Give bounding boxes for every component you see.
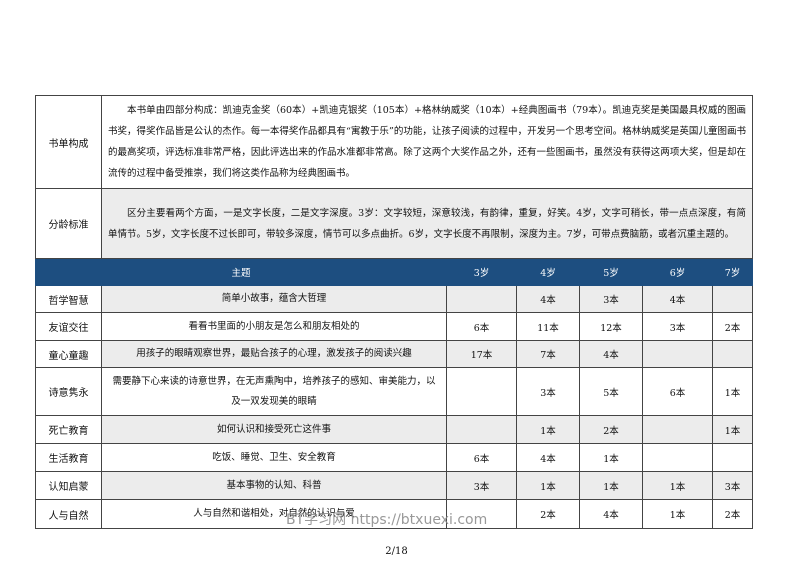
intro-text: 区分主要看两个方面，一是文字长度，二是文字深度。3岁：文字较短，深意较浅，有韵律… bbox=[100, 188, 754, 259]
book-count-age-7: 2本 bbox=[711, 499, 754, 529]
book-count-age-4: 3本 bbox=[516, 367, 580, 416]
book-count-age-5: 2本 bbox=[579, 415, 643, 444]
book-count-age-4: 4本 bbox=[516, 443, 580, 472]
book-count-age-4: 2本 bbox=[516, 499, 580, 529]
intro-row-age-standard: 分龄标准 区分主要看两个方面，一是文字长度，二是文字深度。3岁：文字较短，深意较… bbox=[35, 188, 754, 259]
book-count-age-6: 3本 bbox=[642, 312, 713, 341]
book-count-age-3: 3本 bbox=[446, 471, 517, 500]
theme-description: 如何认识和接受死亡这件事 bbox=[101, 415, 447, 444]
table-row: 生活教育 吃饭、睡觉、卫生、安全教育 6本 4本 1本 bbox=[35, 443, 754, 472]
book-count-age-6: 1本 bbox=[642, 471, 713, 500]
theme-name: 认知启蒙 bbox=[35, 471, 102, 500]
theme-name: 诗意隽永 bbox=[35, 367, 102, 416]
book-count-age-6 bbox=[642, 415, 713, 444]
intro-label: 书单构成 bbox=[35, 95, 102, 189]
book-count-age-5: 12本 bbox=[579, 312, 643, 341]
table-row: 认知启蒙 基本事物的认知、科普 3本 1本 1本 1本 3本 bbox=[35, 471, 754, 500]
theme-name: 童心童趣 bbox=[35, 340, 102, 368]
book-list-table: 书单构成 本书单由四部分构成：凯迪克金奖（60本）+凯迪克银奖（105本）+格林… bbox=[35, 95, 754, 529]
book-count-age-3: 6本 bbox=[446, 312, 517, 341]
book-count-age-4: 1本 bbox=[516, 415, 580, 444]
theme-name: 哲学智慧 bbox=[35, 285, 102, 313]
book-count-age-6: 4本 bbox=[642, 285, 713, 313]
book-count-age-5: 1本 bbox=[579, 471, 643, 500]
theme-description: 用孩子的眼睛观察世界，最贴合孩子的心理，激发孩子的阅读兴趣 bbox=[101, 340, 447, 368]
book-count-age-7 bbox=[711, 285, 754, 313]
watermark: BT学习网 https://btxuexi.com bbox=[286, 512, 488, 528]
book-count-age-3 bbox=[446, 415, 517, 444]
book-count-age-3 bbox=[446, 285, 517, 313]
book-count-age-6 bbox=[642, 443, 713, 472]
header-age-7: 7岁 bbox=[711, 258, 754, 286]
theme-name: 友谊交往 bbox=[35, 312, 102, 341]
theme-name: 死亡教育 bbox=[35, 415, 102, 444]
book-count-age-6 bbox=[642, 340, 713, 368]
book-count-age-4: 1本 bbox=[516, 471, 580, 500]
table-row: 哲学智慧 简单小故事，蕴含大哲理 4本 3本 4本 bbox=[35, 285, 754, 313]
book-count-age-6: 6本 bbox=[642, 367, 713, 416]
theme-description: 吃饭、睡觉、卫生、安全教育 bbox=[101, 443, 447, 472]
book-count-age-4: 4本 bbox=[516, 285, 580, 313]
book-count-age-5: 5本 bbox=[579, 367, 643, 416]
intro-text: 本书单由四部分构成：凯迪克金奖（60本）+凯迪克银奖（105本）+格林纳威奖（1… bbox=[100, 95, 754, 189]
table-row: 诗意隽永 需要静下心来读的诗意世界，在无声熏陶中，培养孩子的感知、审美能力，以及一… bbox=[35, 367, 754, 416]
book-count-age-7: 1本 bbox=[711, 415, 754, 444]
book-count-age-7: 2本 bbox=[711, 312, 754, 341]
theme-description: 基本事物的认知、科普 bbox=[101, 471, 447, 500]
page-number: 2/18 bbox=[385, 546, 408, 557]
table-row: 童心童趣 用孩子的眼睛观察世界，最贴合孩子的心理，激发孩子的阅读兴趣 17本 7本 4本 bbox=[35, 340, 754, 368]
book-count-age-3 bbox=[446, 367, 517, 416]
book-count-age-5: 3本 bbox=[579, 285, 643, 313]
book-count-age-4: 7本 bbox=[516, 340, 580, 368]
header-age-4: 4岁 bbox=[516, 258, 580, 286]
header-age-5: 5岁 bbox=[579, 258, 643, 286]
theme-description: 简单小故事，蕴含大哲理 bbox=[101, 285, 447, 313]
book-count-age-3 bbox=[446, 499, 517, 529]
table-header: 主题 3岁 4岁 5岁 6岁 7岁 bbox=[35, 258, 754, 286]
book-count-age-7: 1本 bbox=[711, 367, 754, 416]
intro-row-composition: 书单构成 本书单由四部分构成：凯迪克金奖（60本）+凯迪克银奖（105本）+格林… bbox=[35, 95, 754, 189]
book-count-age-7 bbox=[711, 443, 754, 472]
book-count-age-5: 4本 bbox=[579, 340, 643, 368]
theme-name: 生活教育 bbox=[35, 443, 102, 472]
book-count-age-3: 6本 bbox=[446, 443, 517, 472]
table-row: 友谊交往 看看书里面的小朋友是怎么和朋友相处的 6本 11本 12本 3本 2本 bbox=[35, 312, 754, 341]
intro-label: 分龄标准 bbox=[35, 188, 102, 259]
book-count-age-4: 11本 bbox=[516, 312, 580, 341]
theme-name: 人与自然 bbox=[35, 499, 102, 529]
theme-description: 看看书里面的小朋友是怎么和朋友相处的 bbox=[101, 312, 447, 341]
book-count-age-3: 17本 bbox=[446, 340, 517, 368]
header-age-3: 3岁 bbox=[446, 258, 517, 286]
book-count-age-5: 4本 bbox=[579, 499, 643, 529]
table-row: 死亡教育 如何认识和接受死亡这件事 1本 2本 1本 bbox=[35, 415, 754, 444]
theme-description: 需要静下心来读的诗意世界，在无声熏陶中，培养孩子的感知、审美能力，以及一双发现美… bbox=[101, 367, 447, 416]
book-count-age-7: 3本 bbox=[711, 471, 754, 500]
book-count-age-6: 1本 bbox=[642, 499, 713, 529]
header-age-6: 6岁 bbox=[642, 258, 713, 286]
table-row: 人与自然 人与自然和谐相处，对自然的认识与爱 2本 4本 1本 2本 bbox=[35, 499, 754, 529]
book-count-age-5: 1本 bbox=[579, 443, 643, 472]
book-count-age-7 bbox=[711, 340, 754, 368]
header-theme: 主题 bbox=[35, 258, 447, 286]
